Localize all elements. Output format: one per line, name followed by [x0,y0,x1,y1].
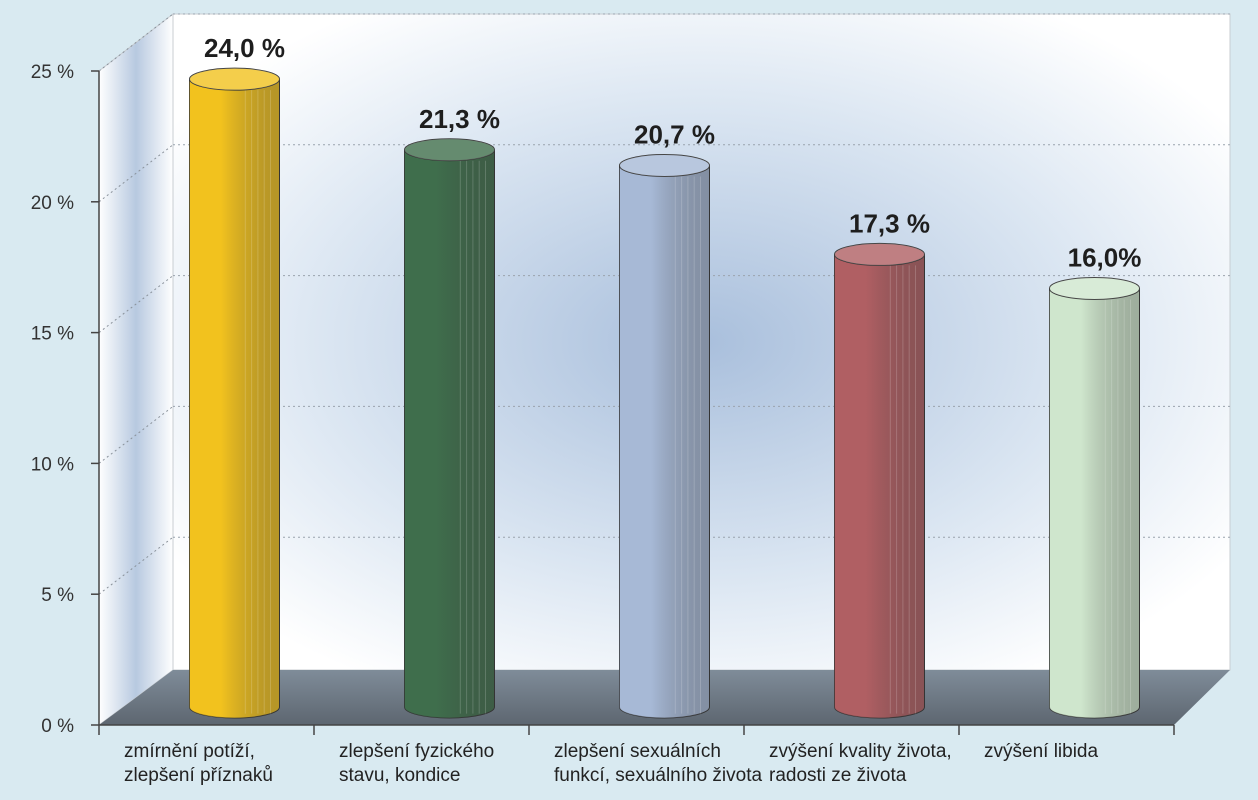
category-label-line: funkcí, sexuálního života [554,765,762,786]
category-label: zlepšení sexuálních funkcí, sexuálního ži… [554,741,762,786]
bar-shading [189,79,280,718]
bar-top [619,153,710,177]
x-axis [98,724,1175,735]
bar-top [834,242,925,266]
category-label-line: zlepšení příznaků [124,765,273,786]
bar [619,153,710,719]
y-tick-label: 5 % [41,585,74,606]
bar [1049,276,1140,719]
bar-shading [1049,288,1140,718]
side-wall [98,12,174,726]
value-label: 20,7 % [634,119,715,149]
bar-top [1049,276,1140,300]
category-label: zvýšení libida [984,741,1098,762]
category-label-line: radosti ze života [769,765,907,786]
bar-top-highlight [1049,277,1140,300]
bar-shading [834,254,925,718]
bar [189,67,280,719]
y-tick-label: 20 % [31,193,74,214]
y-tick-label: 15 % [31,324,74,345]
bar-top-highlight [619,154,710,177]
value-label: 17,3 % [849,208,930,238]
bar [404,138,495,719]
category-label-line: stavu, kondice [339,765,460,786]
category-label: zvýšení kvality života, radosti ze života [769,741,952,786]
category-label-line: zmírnění potíží, [124,741,255,762]
category-label-line: zvýšení libida [984,741,1098,762]
bar-top [404,138,495,162]
bar-top [189,67,280,91]
bars [189,67,1140,719]
bar-top-highlight [404,138,495,161]
bar-top-highlight [189,68,280,91]
category-label: zmírnění potíží, zlepšení příznaků [124,741,273,786]
y-tick-label: 0 % [41,716,74,737]
value-label: 24,0 % [204,33,285,63]
bar-shading [404,149,495,719]
grid-depth-line [98,144,174,203]
category-label-line: zlepšení fyzického [339,741,494,762]
y-tick-label: 10 % [31,454,74,475]
value-label: 16,0% [1068,242,1142,272]
category-label: zlepšení fyzického stavu, kondice [339,741,494,786]
grid-depth-line [98,13,174,72]
value-label: 21,3 % [419,104,500,134]
grid-depth-line [98,536,174,595]
grid-depth-line [98,406,174,464]
y-axis: 0 % 5 % 10 % 15 % 20 % 25 % [31,62,100,737]
category-label-line: zvýšení kvality života, [769,741,952,762]
category-label-line: zlepšení sexuálních [554,741,721,762]
value-labels: 24,0 % 21,3 % 20,7 % 17,3 % 16,0% [204,33,1141,272]
grid-depth-line [98,275,174,333]
bar [834,242,925,719]
y-tick-label: 25 % [31,62,74,83]
bar-shading [619,165,710,718]
bar-top-highlight [834,243,925,266]
category-labels: zmírnění potíží, zlepšení příznaků zlepšen… [124,741,1098,786]
